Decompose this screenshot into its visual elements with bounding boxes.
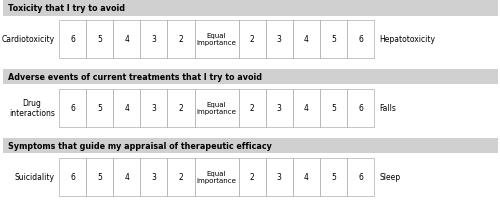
Text: Equal
importance: Equal importance: [196, 33, 236, 46]
Bar: [59, 89, 86, 127]
Text: 2: 2: [178, 35, 184, 44]
Text: 4: 4: [304, 35, 308, 44]
Bar: [320, 89, 347, 127]
Bar: [140, 158, 168, 196]
Text: 4: 4: [124, 172, 129, 181]
Text: 6: 6: [358, 35, 363, 44]
Text: Symptoms that guide my appraisal of therapeutic efficacy: Symptoms that guide my appraisal of ther…: [8, 142, 272, 150]
Bar: [168, 158, 194, 196]
Text: Toxicity that I try to avoid: Toxicity that I try to avoid: [8, 4, 124, 13]
Bar: [266, 89, 292, 127]
Bar: [59, 21, 86, 59]
Bar: [320, 21, 347, 59]
Text: Suicidality: Suicidality: [15, 172, 55, 181]
Bar: [194, 89, 238, 127]
Text: 5: 5: [97, 35, 102, 44]
Text: 5: 5: [331, 172, 336, 181]
Bar: [113, 21, 140, 59]
Bar: [292, 89, 320, 127]
Bar: [292, 21, 320, 59]
Text: 2: 2: [178, 172, 184, 181]
Text: Equal
importance: Equal importance: [196, 102, 236, 115]
Text: 4: 4: [304, 172, 308, 181]
Bar: [266, 21, 292, 59]
Bar: [347, 89, 374, 127]
Bar: [86, 158, 113, 196]
Text: 3: 3: [152, 172, 156, 181]
Text: 5: 5: [97, 104, 102, 113]
Bar: [2, 70, 498, 85]
Bar: [238, 158, 266, 196]
Text: 5: 5: [97, 172, 102, 181]
Text: 4: 4: [124, 104, 129, 113]
Text: 6: 6: [358, 104, 363, 113]
Text: 2: 2: [178, 104, 184, 113]
Bar: [140, 89, 168, 127]
Bar: [266, 158, 292, 196]
Text: 6: 6: [70, 104, 75, 113]
Text: Drug
interactions: Drug interactions: [9, 99, 55, 118]
Text: 6: 6: [358, 172, 363, 181]
Bar: [168, 21, 194, 59]
Bar: [347, 158, 374, 196]
Text: 2: 2: [250, 172, 254, 181]
Text: Adverse events of current treatments that I try to avoid: Adverse events of current treatments tha…: [8, 73, 262, 82]
Text: 3: 3: [152, 35, 156, 44]
Text: 5: 5: [331, 104, 336, 113]
Text: 6: 6: [70, 35, 75, 44]
Bar: [320, 158, 347, 196]
Text: Hepatotoxicity: Hepatotoxicity: [379, 35, 435, 44]
Text: Cardiotoxicity: Cardiotoxicity: [2, 35, 55, 44]
Text: 3: 3: [276, 104, 281, 113]
Text: Equal
importance: Equal importance: [196, 170, 236, 183]
Bar: [238, 89, 266, 127]
Bar: [292, 158, 320, 196]
Text: 3: 3: [276, 172, 281, 181]
Bar: [2, 1, 498, 16]
Bar: [59, 158, 86, 196]
Bar: [86, 89, 113, 127]
Text: 6: 6: [70, 172, 75, 181]
Bar: [113, 89, 140, 127]
Text: 2: 2: [250, 35, 254, 44]
Bar: [168, 89, 194, 127]
Bar: [347, 21, 374, 59]
Text: 4: 4: [304, 104, 308, 113]
Text: Sleep: Sleep: [379, 172, 400, 181]
Text: 5: 5: [331, 35, 336, 44]
Bar: [194, 21, 238, 59]
Text: 4: 4: [124, 35, 129, 44]
Bar: [194, 158, 238, 196]
Text: 3: 3: [152, 104, 156, 113]
Bar: [113, 158, 140, 196]
Bar: [140, 21, 168, 59]
Text: Falls: Falls: [379, 104, 396, 113]
Text: 3: 3: [276, 35, 281, 44]
Text: 2: 2: [250, 104, 254, 113]
Bar: [238, 21, 266, 59]
Bar: [2, 138, 498, 154]
Bar: [86, 21, 113, 59]
